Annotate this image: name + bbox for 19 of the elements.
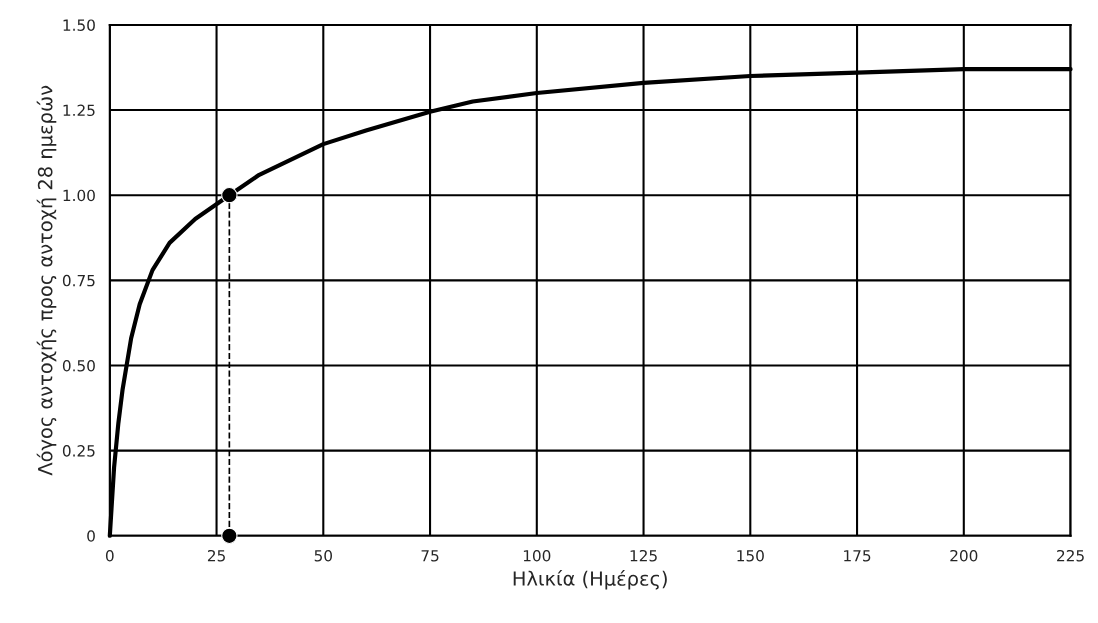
y-tick-label: 1.50 bbox=[63, 19, 95, 31]
x-tick-label: 100 bbox=[523, 549, 551, 562]
x-tick-label: 50 bbox=[314, 549, 333, 562]
x-tick-label: 175 bbox=[844, 550, 871, 562]
x-tick-label: 0 bbox=[105, 549, 114, 562]
y-tick-label: 0.50 bbox=[62, 359, 95, 372]
y-tick-label: 0.25 bbox=[62, 445, 95, 457]
x-tick-label: 25 bbox=[207, 549, 225, 562]
y-tick-label: 1.25 bbox=[63, 104, 95, 117]
x-tick-label: 125 bbox=[630, 549, 657, 562]
x-tick-label: 200 bbox=[950, 549, 978, 562]
y-axis-title: Λόγος αντοχής προς αντοχή 28 ημερών bbox=[36, 85, 57, 476]
x-axis-title: Ηλικία (Ημέρες) bbox=[513, 570, 667, 590]
x-tick-label: 150 bbox=[737, 549, 764, 562]
y-tick-label: 0 bbox=[87, 530, 95, 542]
x-tick-label: 75 bbox=[421, 550, 439, 562]
y-tick-label: 0.75 bbox=[62, 274, 95, 287]
y-tick-label: 1.00 bbox=[63, 189, 95, 202]
x-tick-label: 225 bbox=[1057, 549, 1084, 562]
